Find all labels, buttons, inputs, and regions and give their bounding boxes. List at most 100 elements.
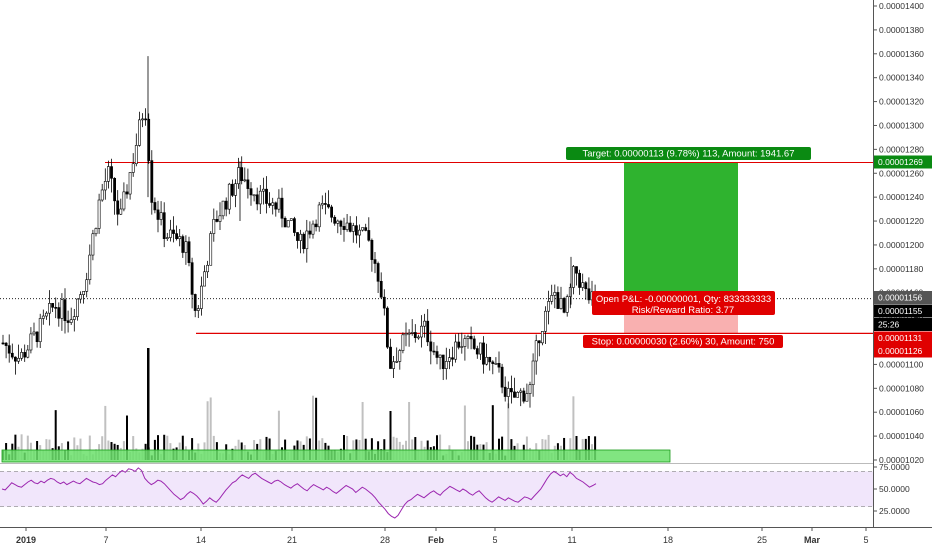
candle-body bbox=[385, 307, 389, 348]
candle-body bbox=[1, 342, 5, 345]
candle-body bbox=[308, 230, 312, 235]
candle-body bbox=[169, 229, 172, 238]
price-tick-label: 0.00001360 bbox=[879, 49, 924, 59]
candle-body bbox=[144, 118, 148, 121]
candle-body bbox=[537, 340, 541, 344]
price-level-lines bbox=[0, 162, 873, 334]
candle-body bbox=[457, 341, 461, 348]
rsi-line bbox=[1, 467, 597, 519]
candle-body bbox=[435, 351, 439, 358]
candle-body bbox=[568, 287, 572, 297]
target-annotation-box bbox=[566, 147, 811, 160]
candle-body bbox=[79, 294, 82, 300]
candle-body bbox=[416, 336, 420, 339]
candle-body bbox=[206, 264, 210, 273]
volume-bar bbox=[79, 438, 82, 460]
candle-body bbox=[69, 319, 73, 323]
candle-body bbox=[265, 188, 268, 204]
candle-body bbox=[454, 341, 458, 360]
time-axis[interactable]: 2019 7 14 21 28 Feb 5 11 18 25 Mar 5 bbox=[0, 527, 932, 545]
candle-body bbox=[10, 352, 14, 358]
price-badge-label: 0.00001269 bbox=[878, 157, 923, 167]
candle-body bbox=[426, 320, 430, 343]
candle-body bbox=[519, 390, 523, 393]
volume-bar bbox=[147, 348, 150, 460]
candle-body bbox=[172, 229, 175, 234]
candle-body bbox=[212, 218, 216, 234]
volume-bar bbox=[594, 436, 597, 460]
price-badge bbox=[874, 318, 932, 331]
candle-body bbox=[14, 356, 17, 362]
candle-body bbox=[23, 352, 27, 358]
volume-bar bbox=[104, 405, 107, 460]
volume-bar bbox=[473, 436, 476, 460]
volume-bar bbox=[575, 435, 578, 460]
candle-body bbox=[268, 203, 272, 206]
volume-bar bbox=[132, 436, 135, 460]
candle-body bbox=[575, 266, 578, 274]
candle-body bbox=[91, 233, 95, 256]
volume-ma-zone bbox=[1, 449, 671, 463]
candle-body bbox=[547, 301, 551, 312]
time-tick-label: 2019 bbox=[16, 535, 36, 545]
candle-body bbox=[134, 145, 138, 165]
candle-body bbox=[156, 209, 160, 220]
candle-body bbox=[150, 160, 154, 203]
pnl-annotation: Open P&L: -0.00000001, Qty: 833333333 bbox=[596, 294, 771, 305]
volume-bar bbox=[191, 438, 194, 460]
volume-bars bbox=[1, 348, 671, 463]
candle-body bbox=[289, 218, 293, 221]
candle-body bbox=[497, 363, 501, 368]
candle-body bbox=[351, 225, 355, 232]
candle-body bbox=[243, 179, 247, 182]
candle-body bbox=[500, 366, 504, 388]
volume-bar bbox=[312, 395, 314, 460]
candle-body bbox=[423, 320, 427, 327]
candle-body bbox=[522, 390, 526, 402]
time-tick-label: 7 bbox=[103, 535, 108, 545]
candle-body bbox=[88, 254, 92, 281]
pnl-annotation-box bbox=[592, 291, 775, 315]
price-tick-label: 0.00001080 bbox=[879, 383, 924, 393]
volume-bar bbox=[209, 397, 212, 460]
candle-body bbox=[20, 352, 24, 359]
stop-annotation-box bbox=[583, 335, 783, 348]
price-tick-label: 0.00001280 bbox=[879, 144, 924, 154]
candle-body bbox=[227, 183, 231, 210]
candle-body bbox=[128, 172, 132, 195]
time-tick-label: 28 bbox=[380, 535, 390, 545]
candle-body bbox=[190, 262, 194, 295]
candle-body bbox=[379, 280, 383, 298]
candle-body bbox=[274, 202, 278, 210]
candle-body bbox=[413, 332, 417, 339]
candle-body bbox=[131, 163, 135, 173]
candle-body bbox=[447, 357, 451, 362]
time-tick-label: 5 bbox=[863, 535, 868, 545]
volume-bar bbox=[563, 437, 566, 460]
volume-bar bbox=[73, 437, 76, 460]
candle-body bbox=[410, 332, 414, 334]
candle-body bbox=[196, 308, 200, 311]
price-badge-label: 0.00001126 bbox=[878, 346, 923, 356]
candle-body bbox=[404, 333, 408, 336]
candle-body bbox=[451, 357, 454, 360]
volume-bar bbox=[157, 435, 159, 460]
price-tick-label: 0.00001180 bbox=[879, 264, 924, 274]
candle-body bbox=[17, 357, 20, 362]
candle-body bbox=[556, 292, 560, 309]
price-badge bbox=[874, 331, 932, 345]
candle-body bbox=[246, 179, 250, 189]
volume-bar bbox=[268, 438, 271, 460]
candle-body bbox=[370, 239, 374, 260]
candle-body bbox=[305, 230, 309, 250]
candle-body bbox=[116, 200, 120, 215]
candle-body bbox=[113, 177, 117, 202]
candle-body bbox=[311, 223, 315, 235]
price-axis[interactable]: 0.00001400 0.00001380 0.00001360 0.00001340… bbox=[873, 0, 932, 527]
time-tick-label: 18 bbox=[663, 535, 673, 545]
volume-bar bbox=[392, 436, 395, 460]
price-tick-label: 0.00001020 bbox=[879, 455, 924, 465]
